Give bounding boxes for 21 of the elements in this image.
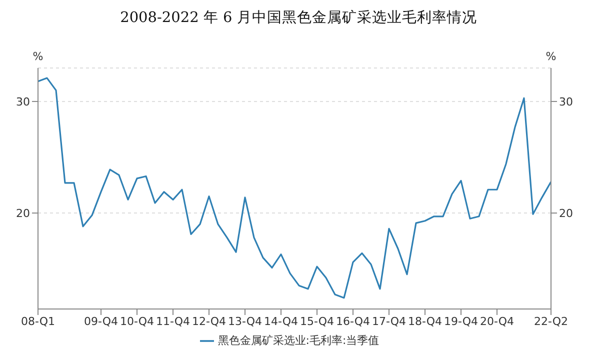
chart-title: 2008-2022 年 6 月中国黑色金属矿采选业毛利率情况 (119, 8, 478, 28)
y-axis-title: % (32, 50, 44, 63)
y2-tick-label: 30 (559, 95, 573, 108)
y2-tick-label: 20 (559, 206, 573, 220)
x-tick-label: 13-Q4 (228, 314, 262, 328)
line-series (38, 77, 551, 299)
x-tick-label: 10-Q4 (120, 314, 154, 328)
x-tick-label: 19-Q4 (444, 314, 478, 328)
x-tick-label: 18-Q4 (408, 314, 442, 328)
x-tick-label: 09-Q4 (84, 314, 118, 328)
x-tick-label: 14-Q4 (264, 314, 298, 328)
x-tick-label: 16-Q4 (336, 314, 370, 328)
y2-axis-title: % (546, 50, 556, 63)
x-tick-label: 15-Q4 (300, 314, 334, 328)
x-tick-label: 20-Q4 (480, 314, 514, 328)
x-tick-label: 22-Q2 (534, 314, 568, 328)
legend-label: 黑色金属矿采选业:毛利率:当季值 (218, 334, 380, 347)
x-tick-label: 11-Q4 (156, 314, 190, 328)
x-tick-label: 08-Q1 (20, 314, 56, 328)
x-tick-label: 12-Q4 (192, 314, 226, 328)
x-tick-label: 17-Q4 (372, 314, 406, 328)
